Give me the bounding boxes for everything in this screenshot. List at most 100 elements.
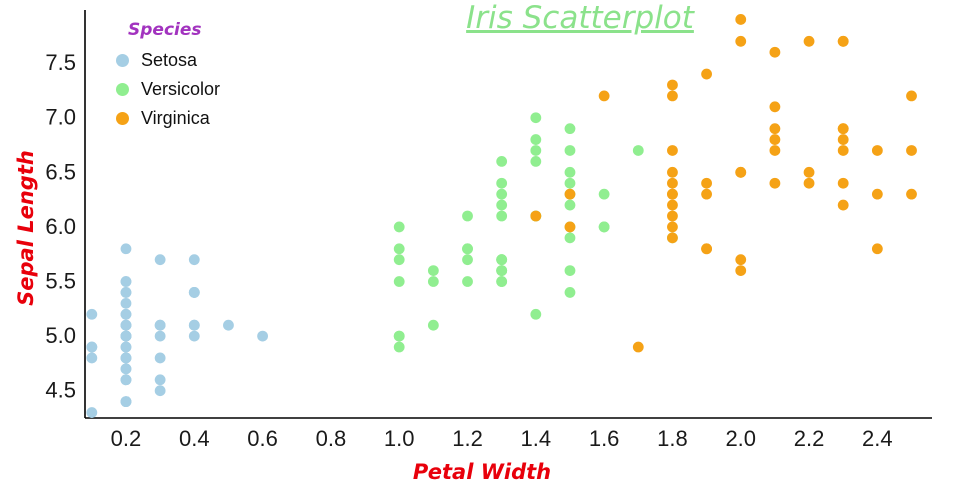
data-point-versicolor bbox=[564, 145, 576, 156]
data-point-versicolor bbox=[530, 145, 542, 156]
x-tick-label: 2.4 bbox=[862, 426, 893, 451]
legend-item[interactable]: Versicolor bbox=[116, 79, 220, 100]
data-point-versicolor bbox=[564, 123, 576, 135]
legend-swatch-icon bbox=[116, 83, 129, 96]
data-point-versicolor bbox=[496, 210, 508, 222]
data-point-setosa bbox=[154, 330, 166, 342]
data-point-versicolor bbox=[564, 166, 576, 178]
data-point-versicolor bbox=[496, 199, 508, 211]
data-point-versicolor bbox=[427, 276, 439, 287]
data-point-virginica bbox=[667, 221, 678, 233]
data-point-versicolor bbox=[393, 276, 405, 287]
y-axis-label: Sepal Length bbox=[14, 150, 38, 306]
legend-item-label: Virginica bbox=[141, 108, 210, 128]
data-point-virginica bbox=[667, 188, 678, 200]
data-point-virginica bbox=[803, 177, 815, 189]
data-point-versicolor bbox=[632, 145, 644, 156]
data-point-virginica bbox=[564, 188, 576, 200]
x-axis-label: Petal Width bbox=[412, 460, 552, 484]
data-point-virginica bbox=[837, 145, 849, 156]
data-point-versicolor bbox=[427, 319, 439, 331]
y-tick-label: 6.5 bbox=[45, 159, 76, 184]
data-point-versicolor bbox=[393, 254, 405, 266]
data-point-setosa bbox=[120, 308, 132, 320]
data-point-versicolor bbox=[496, 156, 508, 167]
data-point-setosa bbox=[120, 341, 132, 353]
legend-item-label: Setosa bbox=[141, 50, 198, 70]
data-point-versicolor bbox=[462, 243, 473, 255]
data-point-virginica bbox=[701, 188, 712, 200]
data-point-virginica bbox=[632, 341, 644, 353]
data-point-versicolor bbox=[462, 276, 473, 287]
data-point-versicolor bbox=[496, 254, 508, 266]
data-point-virginica bbox=[701, 177, 712, 189]
y-tick-label: 5.5 bbox=[45, 269, 76, 294]
data-point-versicolor bbox=[564, 265, 576, 276]
data-point-virginica bbox=[906, 145, 917, 156]
data-point-versicolor bbox=[598, 188, 610, 200]
data-point-virginica bbox=[871, 243, 883, 255]
data-point-virginica bbox=[837, 199, 849, 211]
data-point-virginica bbox=[667, 90, 678, 102]
data-point-setosa bbox=[120, 363, 132, 375]
legend-item-label: Versicolor bbox=[141, 79, 221, 99]
data-point-versicolor bbox=[462, 254, 473, 266]
legend-swatch-icon bbox=[116, 54, 129, 67]
data-point-versicolor bbox=[496, 188, 508, 200]
legend-title: Species bbox=[128, 20, 202, 40]
legend-item[interactable]: Virginica bbox=[116, 108, 220, 129]
data-point-setosa bbox=[120, 352, 132, 364]
data-point-virginica bbox=[701, 243, 712, 255]
data-point-setosa bbox=[188, 330, 200, 342]
data-point-setosa bbox=[154, 319, 166, 331]
data-point-virginica bbox=[837, 134, 849, 145]
legend-item[interactable]: Setosa bbox=[116, 50, 220, 71]
data-point-virginica bbox=[837, 35, 849, 47]
data-point-setosa bbox=[120, 396, 132, 408]
data-point-virginica bbox=[803, 35, 815, 47]
legend-swatch-icon bbox=[116, 112, 129, 125]
data-point-versicolor bbox=[393, 221, 405, 233]
data-point-virginica bbox=[667, 166, 678, 178]
data-point-versicolor bbox=[496, 265, 508, 276]
data-point-setosa bbox=[120, 319, 132, 331]
data-point-virginica bbox=[735, 254, 747, 266]
data-point-versicolor bbox=[427, 265, 439, 276]
data-point-setosa bbox=[188, 319, 200, 331]
data-point-versicolor bbox=[598, 221, 610, 233]
data-point-versicolor bbox=[564, 287, 576, 298]
data-point-virginica bbox=[667, 232, 678, 244]
y-tick-label: 6.0 bbox=[45, 214, 76, 239]
y-tick-label: 7.0 bbox=[45, 105, 76, 130]
legend-items: Setosa Versicolor Virginica bbox=[116, 50, 220, 129]
data-point-setosa bbox=[154, 254, 166, 266]
data-point-versicolor bbox=[530, 308, 542, 320]
data-point-virginica bbox=[667, 79, 678, 91]
data-point-versicolor bbox=[496, 177, 508, 189]
data-point-setosa bbox=[257, 330, 268, 342]
data-point-virginica bbox=[871, 188, 883, 200]
data-point-virginica bbox=[837, 123, 849, 135]
x-tick-label: 1.6 bbox=[589, 426, 620, 451]
data-point-setosa bbox=[120, 276, 132, 287]
data-point-setosa bbox=[86, 308, 98, 320]
data-point-virginica bbox=[735, 14, 747, 25]
x-tick-label: 1.2 bbox=[452, 426, 483, 451]
data-point-versicolor bbox=[564, 177, 576, 189]
data-point-versicolor bbox=[530, 112, 542, 124]
data-point-versicolor bbox=[564, 199, 576, 211]
data-point-virginica bbox=[906, 188, 917, 200]
y-tick-label: 5.0 bbox=[45, 323, 76, 348]
data-point-virginica bbox=[667, 177, 678, 189]
legend: Species Setosa Versicolor Virginica bbox=[116, 20, 220, 137]
data-point-virginica bbox=[735, 35, 747, 47]
x-tick-label: 1.4 bbox=[521, 426, 552, 451]
x-tick-label: 0.6 bbox=[247, 426, 278, 451]
data-point-virginica bbox=[803, 166, 815, 178]
data-point-setosa bbox=[120, 297, 132, 309]
data-point-virginica bbox=[667, 145, 678, 156]
data-point-virginica bbox=[871, 145, 883, 156]
data-point-versicolor bbox=[530, 134, 542, 145]
